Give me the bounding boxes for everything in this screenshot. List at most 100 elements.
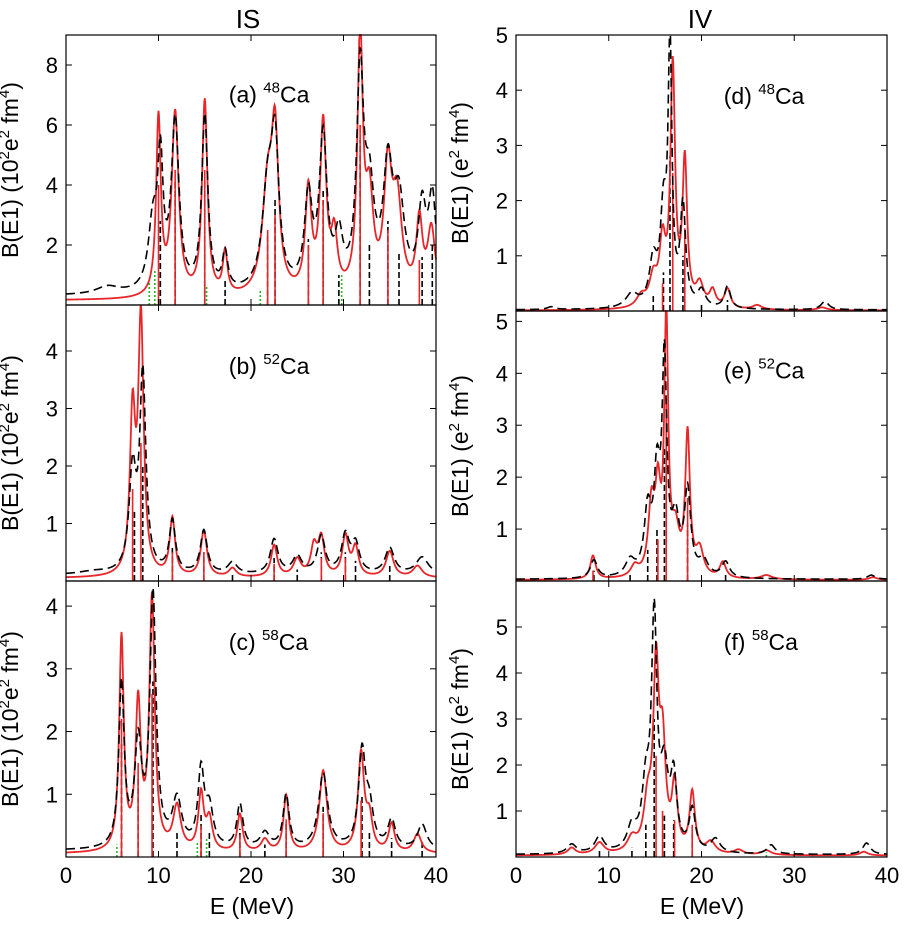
ylabel-part: 4 (446, 110, 463, 118)
panel-label-a: (a) 48Ca (229, 80, 310, 108)
ytick-label-e-4: 5 (496, 309, 508, 334)
ylabel-part: ) (0, 631, 23, 639)
series-dashed-f (516, 598, 888, 855)
mass-number: 48 (263, 80, 280, 97)
ylabel-part: 4 (0, 90, 13, 98)
ylabel-part: 2 (0, 151, 13, 159)
ylabel-part: 4 (0, 363, 13, 371)
ytick-label-a-0: 2 (46, 233, 58, 258)
y-axis-label-c: B(E1) (102e2 fm4) (0, 631, 23, 807)
panel-label-c: (c) 58Ca (229, 627, 309, 655)
panel-label-b: (b) 52Ca (229, 351, 310, 379)
plot-frame-e (515, 310, 888, 582)
ylabel-part: fm (0, 371, 23, 403)
ytick-label-c-0: 1 (46, 782, 58, 807)
column-title-is: IS (236, 4, 261, 34)
ylabel-part: ) (447, 375, 473, 383)
mass-number: 48 (758, 81, 775, 98)
plot-frame-b (65, 304, 437, 582)
mass-number: 58 (262, 627, 279, 644)
ytick-label-d-4: 5 (496, 23, 508, 48)
ylabel-part: 4 (446, 656, 463, 664)
ylabel-part: e (0, 687, 23, 700)
ylabel-part: 2 (446, 150, 463, 158)
ylabel-part: fm (0, 98, 23, 130)
series-solid-d (516, 55, 887, 312)
ylabel-part: ) (447, 102, 473, 110)
y-axis-label-f: B(E1) (e2 fm4) (446, 648, 473, 790)
series-dashed-c (65, 587, 437, 850)
ylabel-part: B(E1) (e (447, 431, 473, 517)
xtick-label-c-3: 30 (331, 863, 355, 888)
ytick-label-f-0: 1 (496, 799, 508, 824)
ylabel-part: 2 (0, 679, 13, 687)
series-solid-a (66, 34, 437, 301)
y-axis-label-d: B(E1) (e2 fm4) (446, 102, 473, 244)
mass-number: 52 (263, 351, 280, 368)
ytick-label-d-1: 2 (496, 189, 508, 214)
plot-frame-f (515, 580, 888, 858)
xtick-label-c-2: 20 (239, 863, 263, 888)
element-symbol: Ca (775, 358, 805, 384)
element-symbol: Ca (279, 629, 309, 655)
plot-frame-d (515, 34, 888, 312)
series-solid-f (516, 641, 888, 857)
ylabel-part: fm (0, 647, 23, 679)
xtick-label-c-0: 0 (60, 863, 72, 888)
element-symbol: Ca (775, 83, 805, 109)
ylabel-part: 2 (446, 696, 463, 704)
ylabel-part: 2 (0, 403, 13, 411)
x-axis-label-right: E (MeV) (660, 893, 744, 919)
ytick-label-b-3: 4 (46, 339, 58, 364)
ylabel-part: fm (447, 664, 473, 696)
panel-letter: (d) (724, 83, 759, 109)
xtick-label-c-4: 40 (424, 863, 448, 888)
plot-frame-a (65, 34, 437, 306)
element-symbol: Ca (280, 82, 310, 108)
ytick-label-e-1: 2 (496, 465, 508, 490)
ylabel-part: ) (0, 355, 23, 363)
ytick-label-f-3: 4 (496, 661, 508, 686)
xtick-label-f-4: 40 (875, 863, 899, 888)
series-solid-e (515, 310, 888, 581)
ylabel-part: B(E1) (10 (0, 709, 23, 807)
ytick-label-d-3: 4 (496, 78, 508, 103)
panel-label-d: (d) 48Ca (724, 81, 805, 109)
y-axis-label-b: B(E1) (102e2 fm4) (0, 355, 23, 531)
ytick-label-c-3: 4 (46, 594, 58, 619)
element-symbol: Ca (280, 353, 310, 379)
ylabel-part: 2 (0, 130, 13, 138)
y-axis-label-a: B(E1) (102e2 fm4) (0, 82, 23, 258)
y-axis-label-e: B(E1) (e2 fm4) (446, 375, 473, 517)
ytick-label-c-1: 2 (46, 720, 58, 745)
ytick-label-d-2: 3 (496, 133, 508, 158)
ylabel-part: ) (447, 648, 473, 656)
ytick-label-c-2: 3 (46, 657, 58, 682)
ylabel-part: 4 (446, 383, 463, 391)
ylabel-part: 4 (0, 639, 13, 647)
panel-letter: (f) (724, 629, 752, 655)
series-solid-b (65, 304, 437, 579)
ylabel-part: ) (0, 82, 23, 90)
ytick-label-e-3: 4 (496, 361, 508, 386)
mass-number: 52 (758, 356, 775, 373)
series-dashed-d (516, 34, 887, 311)
series-dashed-b (65, 363, 437, 575)
panel-label-f: (f) 58Ca (724, 627, 798, 655)
ytick-label-a-3: 8 (46, 53, 58, 78)
panel-letter: (c) (229, 629, 262, 655)
xtick-label-f-1: 10 (597, 863, 621, 888)
xtick-label-f-2: 20 (689, 863, 713, 888)
ytick-label-b-0: 1 (46, 512, 58, 537)
series-solid-c (65, 591, 437, 854)
element-symbol: Ca (769, 629, 799, 655)
ytick-label-e-0: 1 (496, 517, 508, 542)
ylabel-part: e (0, 411, 23, 424)
xtick-label-f-0: 0 (510, 863, 522, 888)
ylabel-part: 2 (446, 423, 463, 431)
